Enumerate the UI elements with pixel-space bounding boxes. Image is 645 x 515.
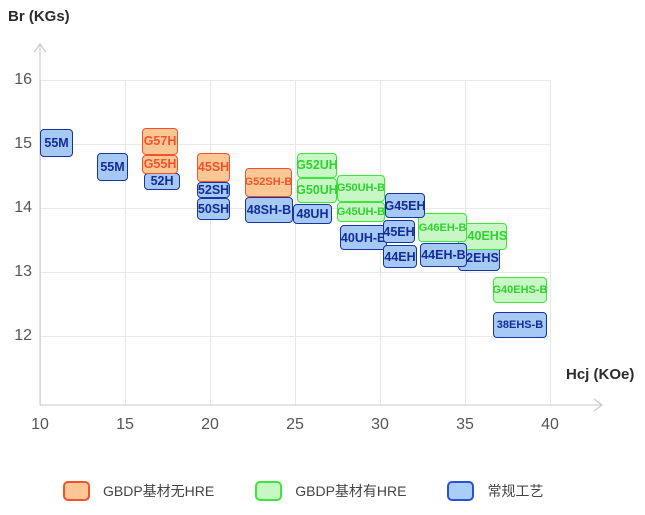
grade-box-38ehs-b: 38EHS-B	[493, 311, 547, 338]
x-axis-arrow-icon	[593, 398, 603, 412]
grade-box-g45eh: G45EH	[384, 193, 425, 219]
gridline-vertical	[125, 80, 126, 405]
y-tick-label: 12	[14, 327, 32, 344]
gridline-vertical	[295, 80, 296, 405]
x-tick-label: 10	[31, 416, 49, 433]
grade-box-45eh: 45EH	[383, 220, 415, 244]
y-tick-label: 14	[14, 199, 32, 216]
y-tick-label: 13	[14, 263, 32, 280]
y-tick-label: 16	[14, 71, 32, 88]
x-tick-label: 40	[541, 416, 559, 433]
y-axis-arrow-icon	[33, 43, 47, 53]
gridline-vertical	[210, 80, 211, 405]
grade-box-55m: 55M	[96, 152, 129, 182]
legend-swatch-blue	[447, 481, 475, 501]
legend-item-gbdp-no-hre[interactable]: GBDP基材无HRE	[63, 481, 214, 501]
gridline-horizontal	[40, 336, 550, 337]
legend-label: GBDP基材无HRE	[103, 483, 215, 499]
grade-box-48sh-b: 48SH-B	[245, 197, 293, 223]
grade-box-55m: 55M	[40, 129, 74, 157]
legend-item-conventional[interactable]: 常规工艺	[447, 481, 543, 501]
grade-box-44eh-b: 44EH-B	[419, 243, 468, 267]
gridline-vertical	[40, 80, 41, 405]
grade-box-g52uh: G52UH	[296, 152, 338, 178]
legend-item-gbdp-with-hre[interactable]: GBDP基材有HRE	[255, 481, 406, 501]
grade-box-g45uh-b: G45UH-B	[337, 202, 385, 223]
x-tick-label: 20	[201, 416, 219, 433]
y-tick-label: 15	[14, 135, 32, 152]
legend: GBDP基材无HRE GBDP基材有HRE 常规工艺	[63, 481, 543, 501]
grade-box-g50uh-b: G50UH-B	[337, 174, 385, 203]
legend-label: GBDP基材有HRE	[295, 483, 407, 499]
grade-box-g57h: G57H	[142, 128, 179, 155]
gridline-horizontal	[40, 144, 550, 145]
grade-box-48uh: 48UH	[292, 204, 333, 224]
grade-box-45sh: 45SH	[197, 152, 231, 182]
gridline-horizontal	[40, 272, 550, 273]
grade-box-g52sh-b: G52SH-B	[245, 167, 292, 198]
grade-box-52sh: 52SH	[197, 181, 231, 198]
legend-label: 常规工艺	[487, 483, 544, 499]
gridline-vertical	[550, 80, 551, 405]
gridline-horizontal	[40, 80, 550, 81]
grade-box-g40ehs-b: G40EHS-B	[492, 277, 548, 303]
grade-box-52h: 52H	[144, 172, 181, 191]
legend-swatch-green	[255, 481, 283, 501]
legend-swatch-orange	[63, 481, 90, 501]
grade-box-g55h: G55H	[142, 154, 179, 175]
x-tick-label: 15	[116, 416, 134, 433]
y-axis-title: Br (KGs)	[8, 8, 70, 25]
grade-box-50sh: 50SH	[197, 197, 231, 221]
x-tick-label: 25	[286, 416, 304, 433]
grade-box-g50uh: G50UH	[296, 177, 338, 203]
grade-box-40uh-b: 40UH-B	[340, 225, 387, 251]
grade-box-g46eh-b: G46EH-B	[418, 213, 468, 242]
grade-box-44eh: 44EH	[383, 245, 418, 269]
x-tick-label: 35	[456, 416, 474, 433]
x-axis-title: Hcj (KOe)	[566, 366, 635, 383]
x-tick-label: 30	[371, 416, 389, 433]
